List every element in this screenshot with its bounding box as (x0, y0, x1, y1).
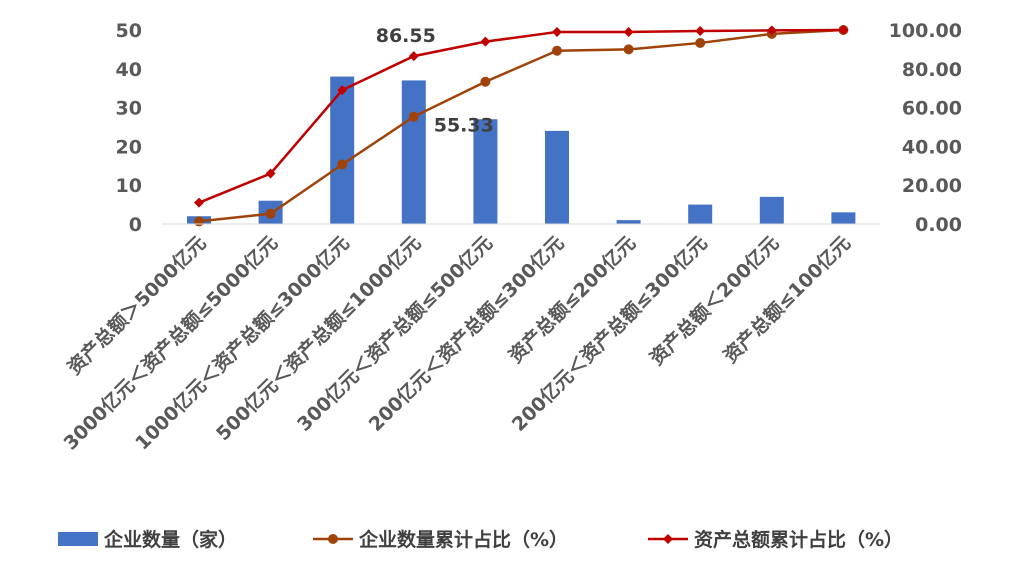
category-label: 资产总额＞5000亿元 (63, 231, 211, 379)
legend-marker (663, 534, 673, 544)
point-marker (265, 208, 276, 219)
line-series (194, 25, 849, 227)
right-axis-tick-label: 40.00 (902, 136, 962, 158)
right-axis-tick-label: 0.00 (915, 214, 962, 236)
bar (831, 212, 856, 224)
right-axis-tick-label: 60.00 (902, 98, 962, 120)
point-marker (194, 216, 204, 227)
data-labels: 86.55 55.33 (376, 25, 494, 137)
bar (759, 196, 784, 224)
point-marker (695, 25, 706, 36)
legend-swatch (58, 532, 98, 546)
category-label: 资产总额≤100亿元 (719, 231, 855, 367)
category-axis: 资产总额＞5000亿元3000亿元＜资产总额≤5000亿元1000亿元＜资产总额… (59, 223, 880, 454)
point-marker (552, 26, 562, 37)
bar (616, 220, 641, 224)
legend-label: 企业数量（家） (103, 528, 237, 551)
point-marker (695, 37, 706, 48)
point-marker (480, 36, 491, 47)
series-line (198, 28, 844, 223)
point-marker (838, 25, 849, 35)
left-axis-tick-label: 30 (116, 98, 142, 120)
legend-label: 企业数量累计占比（%） (358, 528, 568, 551)
right-axis: 0.00 20.00 40.00 60.00 80.00 100.00 (889, 20, 962, 236)
point-marker (623, 26, 634, 37)
right-axis-tick-label: 20.00 (902, 175, 962, 197)
point-marker (552, 45, 562, 56)
left-axis-tick-label: 40 (116, 59, 142, 81)
point-marker (194, 197, 204, 208)
point-marker (408, 51, 419, 62)
category-label: 资产总额＜200亿元 (645, 231, 783, 369)
left-axis-tick-label: 50 (116, 20, 142, 42)
right-axis-tick-label: 100.00 (889, 20, 962, 42)
right-axis-tick-label: 80.00 (902, 59, 962, 81)
point-marker (337, 85, 348, 96)
point-marker (766, 25, 777, 36)
point-marker (480, 76, 491, 87)
legend-label: 资产总额累计占比（%） (694, 528, 903, 551)
bar (688, 204, 713, 224)
bar-series-enterprise-count (187, 76, 856, 224)
point-marker (337, 159, 348, 170)
bar (545, 130, 569, 224)
bar (473, 119, 498, 224)
point-marker (265, 168, 276, 179)
legend: 企业数量（家） 企业数量累计占比（%） 资产总额累计占比（%） (58, 528, 903, 551)
left-axis-tick-label: 0 (129, 214, 142, 236)
left-axis-tick-label: 20 (116, 136, 142, 158)
legend-marker (328, 534, 338, 544)
data-label: 55.33 (434, 115, 494, 137)
category-label: 资产总额≤200亿元 (504, 231, 640, 367)
series-line (198, 28, 844, 204)
left-axis-tick-label: 10 (116, 175, 142, 197)
data-label: 86.55 (376, 25, 436, 47)
bar (401, 80, 426, 224)
left-axis: 0 10 20 30 40 50 (116, 20, 142, 236)
point-marker (408, 111, 419, 122)
point-marker (623, 44, 634, 55)
